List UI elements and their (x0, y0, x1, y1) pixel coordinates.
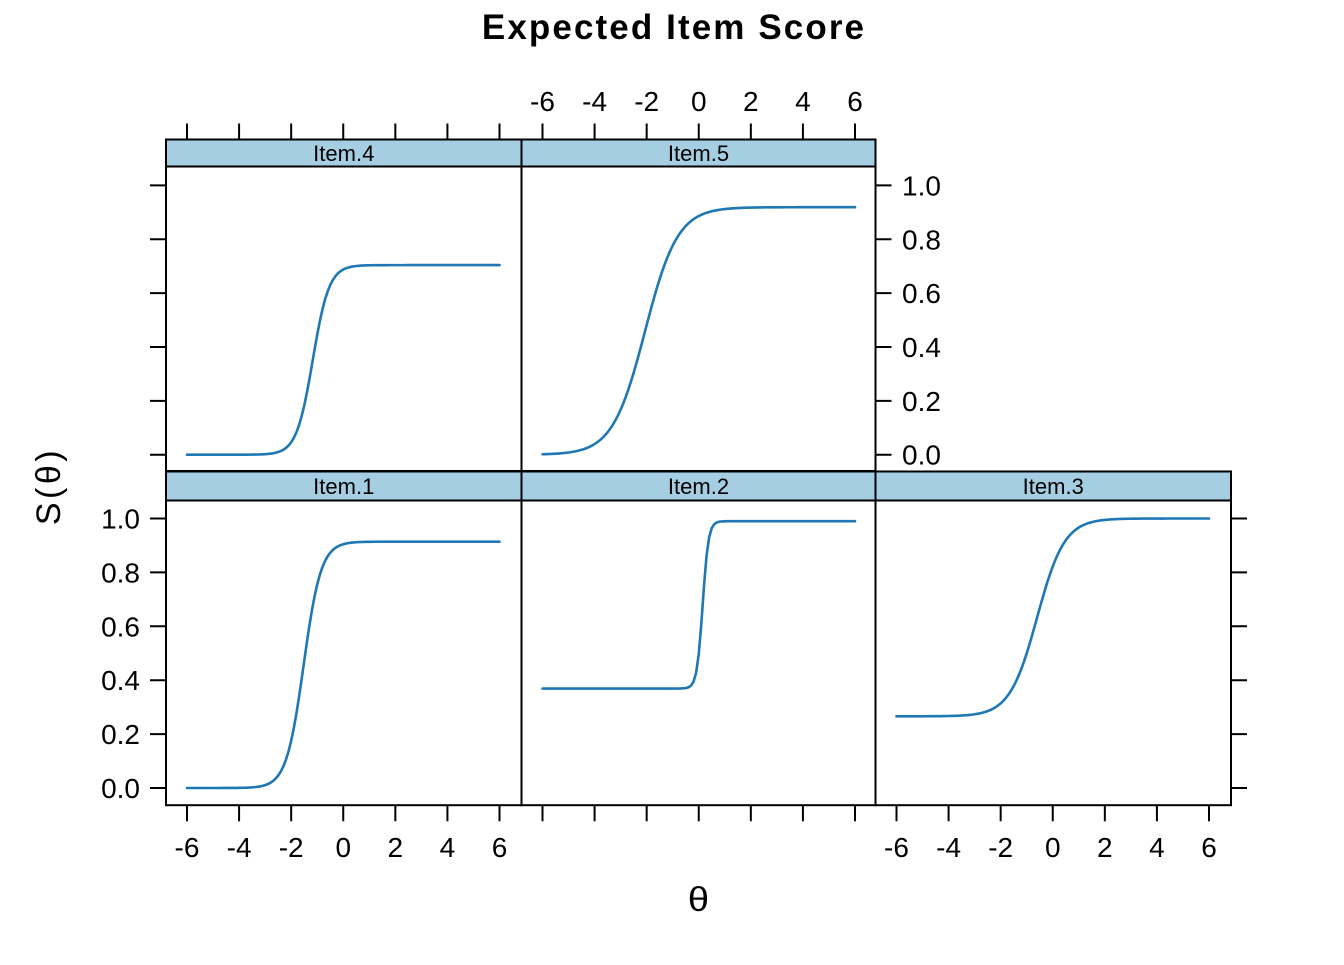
svg-text:Item.5: Item.5 (668, 141, 729, 166)
svg-text:-6: -6 (530, 86, 555, 117)
svg-text:4: 4 (440, 832, 456, 863)
svg-text:Item.4: Item.4 (313, 141, 374, 166)
svg-text:-2: -2 (279, 832, 304, 863)
svg-text:-6: -6 (884, 832, 909, 863)
svg-text:0.8: 0.8 (101, 557, 140, 588)
svg-text:0.2: 0.2 (902, 386, 941, 417)
svg-text:2: 2 (1097, 832, 1113, 863)
svg-text:0.4: 0.4 (101, 665, 140, 696)
svg-text:2: 2 (388, 832, 404, 863)
svg-text:-6: -6 (175, 832, 200, 863)
svg-text:-4: -4 (936, 832, 961, 863)
svg-text:θ: θ (688, 880, 709, 919)
svg-text:S(θ): S(θ) (30, 447, 68, 525)
svg-text:-4: -4 (582, 86, 607, 117)
svg-text:Item.2: Item.2 (668, 474, 729, 499)
svg-text:4: 4 (795, 86, 811, 117)
svg-text:0: 0 (691, 86, 707, 117)
svg-text:Expected Item Score: Expected Item Score (482, 8, 866, 47)
svg-text:0.6: 0.6 (101, 611, 140, 642)
svg-text:6: 6 (492, 832, 508, 863)
svg-text:-2: -2 (988, 832, 1013, 863)
svg-text:0.2: 0.2 (101, 719, 140, 750)
svg-text:6: 6 (1201, 832, 1217, 863)
svg-text:0.8: 0.8 (902, 224, 941, 255)
svg-text:4: 4 (1149, 832, 1165, 863)
svg-text:0: 0 (1045, 832, 1061, 863)
svg-text:1.0: 1.0 (902, 170, 941, 201)
svg-text:0.6: 0.6 (902, 278, 941, 309)
svg-text:0.0: 0.0 (902, 440, 941, 471)
svg-text:-2: -2 (634, 86, 659, 117)
svg-text:1.0: 1.0 (101, 504, 140, 535)
svg-text:2: 2 (743, 86, 759, 117)
svg-text:6: 6 (847, 86, 863, 117)
svg-text:0.4: 0.4 (902, 332, 941, 363)
svg-text:Item.1: Item.1 (313, 474, 374, 499)
svg-text:0: 0 (336, 832, 352, 863)
svg-text:-4: -4 (227, 832, 252, 863)
svg-text:0.0: 0.0 (101, 773, 140, 804)
svg-text:Item.3: Item.3 (1023, 474, 1084, 499)
